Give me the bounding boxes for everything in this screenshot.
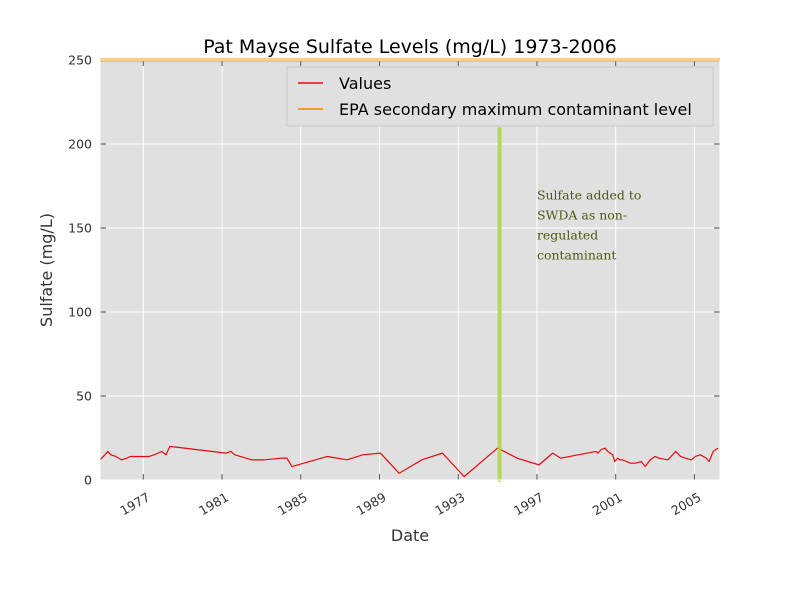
legend-label-values: Values	[339, 74, 391, 93]
legend-label-epa-level: EPA secondary maximum contaminant level	[339, 100, 692, 119]
plot-frame	[99, 59, 721, 481]
x-axis-title: Date	[391, 526, 429, 545]
legend-box	[286, 66, 714, 127]
y-tick-label: 0	[84, 473, 92, 488]
x-tick-label: 1981	[196, 489, 231, 518]
chart-title: Pat Mayse Sulfate Levels (mg/L) 1973-200…	[203, 36, 617, 58]
y-tick-label: 250	[68, 53, 92, 68]
x-tick-label: 2001	[590, 489, 625, 518]
annotation-line: SWDA as non-	[537, 207, 627, 222]
y-axis-title: Sulfate (mg/L)	[37, 213, 56, 327]
plot-background	[100, 60, 720, 480]
annotation: Sulfate added to SWDA as non-regulated con…	[537, 187, 641, 262]
annotation-line: contaminant	[537, 247, 616, 262]
y-tick-label: 150	[68, 221, 92, 236]
series-line-values	[99, 445, 719, 478]
y-tick-label: 100	[68, 305, 92, 320]
grid-lines	[100, 59, 720, 481]
legend: Values EPA secondary maximum contaminant…	[286, 66, 714, 127]
annotation-line: regulated	[537, 227, 598, 242]
x-tick-label: 1989	[354, 489, 389, 518]
y-tick-label: 50	[76, 389, 92, 404]
x-tick-label: 2005	[668, 489, 703, 518]
x-tick-label: 1993	[432, 489, 467, 518]
x-tick-label: 1977	[117, 489, 152, 518]
annotation-line: Sulfate added to	[537, 187, 641, 202]
x-tick-label: 1985	[275, 489, 310, 518]
x-tick-label: 1997	[511, 489, 546, 518]
y-tick-label: 200	[68, 137, 92, 152]
